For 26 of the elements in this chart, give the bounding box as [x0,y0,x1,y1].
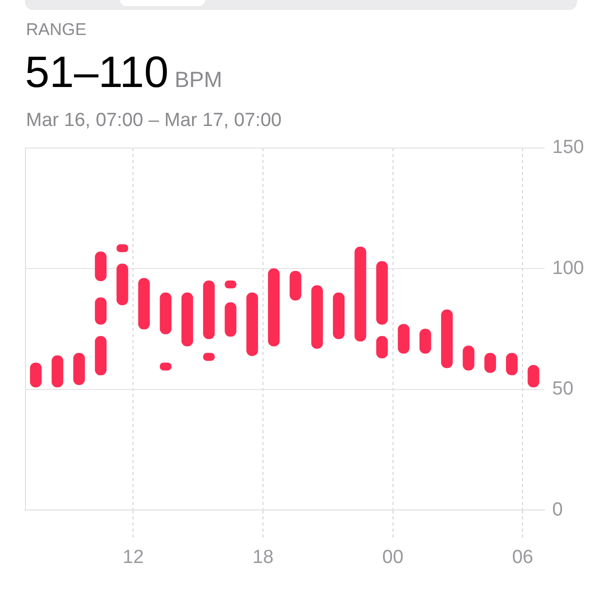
bar [94,336,107,376]
x-tick-label: 06 [512,546,534,568]
chart-title: 51–110 [25,48,169,97]
y-tick-label: 150 [552,137,584,158]
x-tick-label: 12 [122,546,144,568]
x-tick-label: 00 [382,546,404,568]
y-tick-label: 50 [552,378,574,400]
bar [160,292,172,334]
bar [224,302,236,337]
bar [246,292,258,356]
bar [354,246,366,342]
bar [268,268,280,346]
bar [203,280,215,340]
bar [138,278,150,330]
bar [311,285,323,349]
bar [332,292,345,340]
y-tick-label: 100 [552,258,584,279]
bar [441,309,453,368]
bar [376,261,388,325]
chart-subtitle: Mar 16, 07:00 – Mar 17, 07:00 [26,110,282,132]
bar [116,264,128,306]
y-axis-title: BPM [174,67,222,92]
x-tick-label: 18 [252,546,274,568]
y-tick-label: 0 [552,499,563,520]
bar [181,292,194,346]
text: RANGE [26,20,86,40]
